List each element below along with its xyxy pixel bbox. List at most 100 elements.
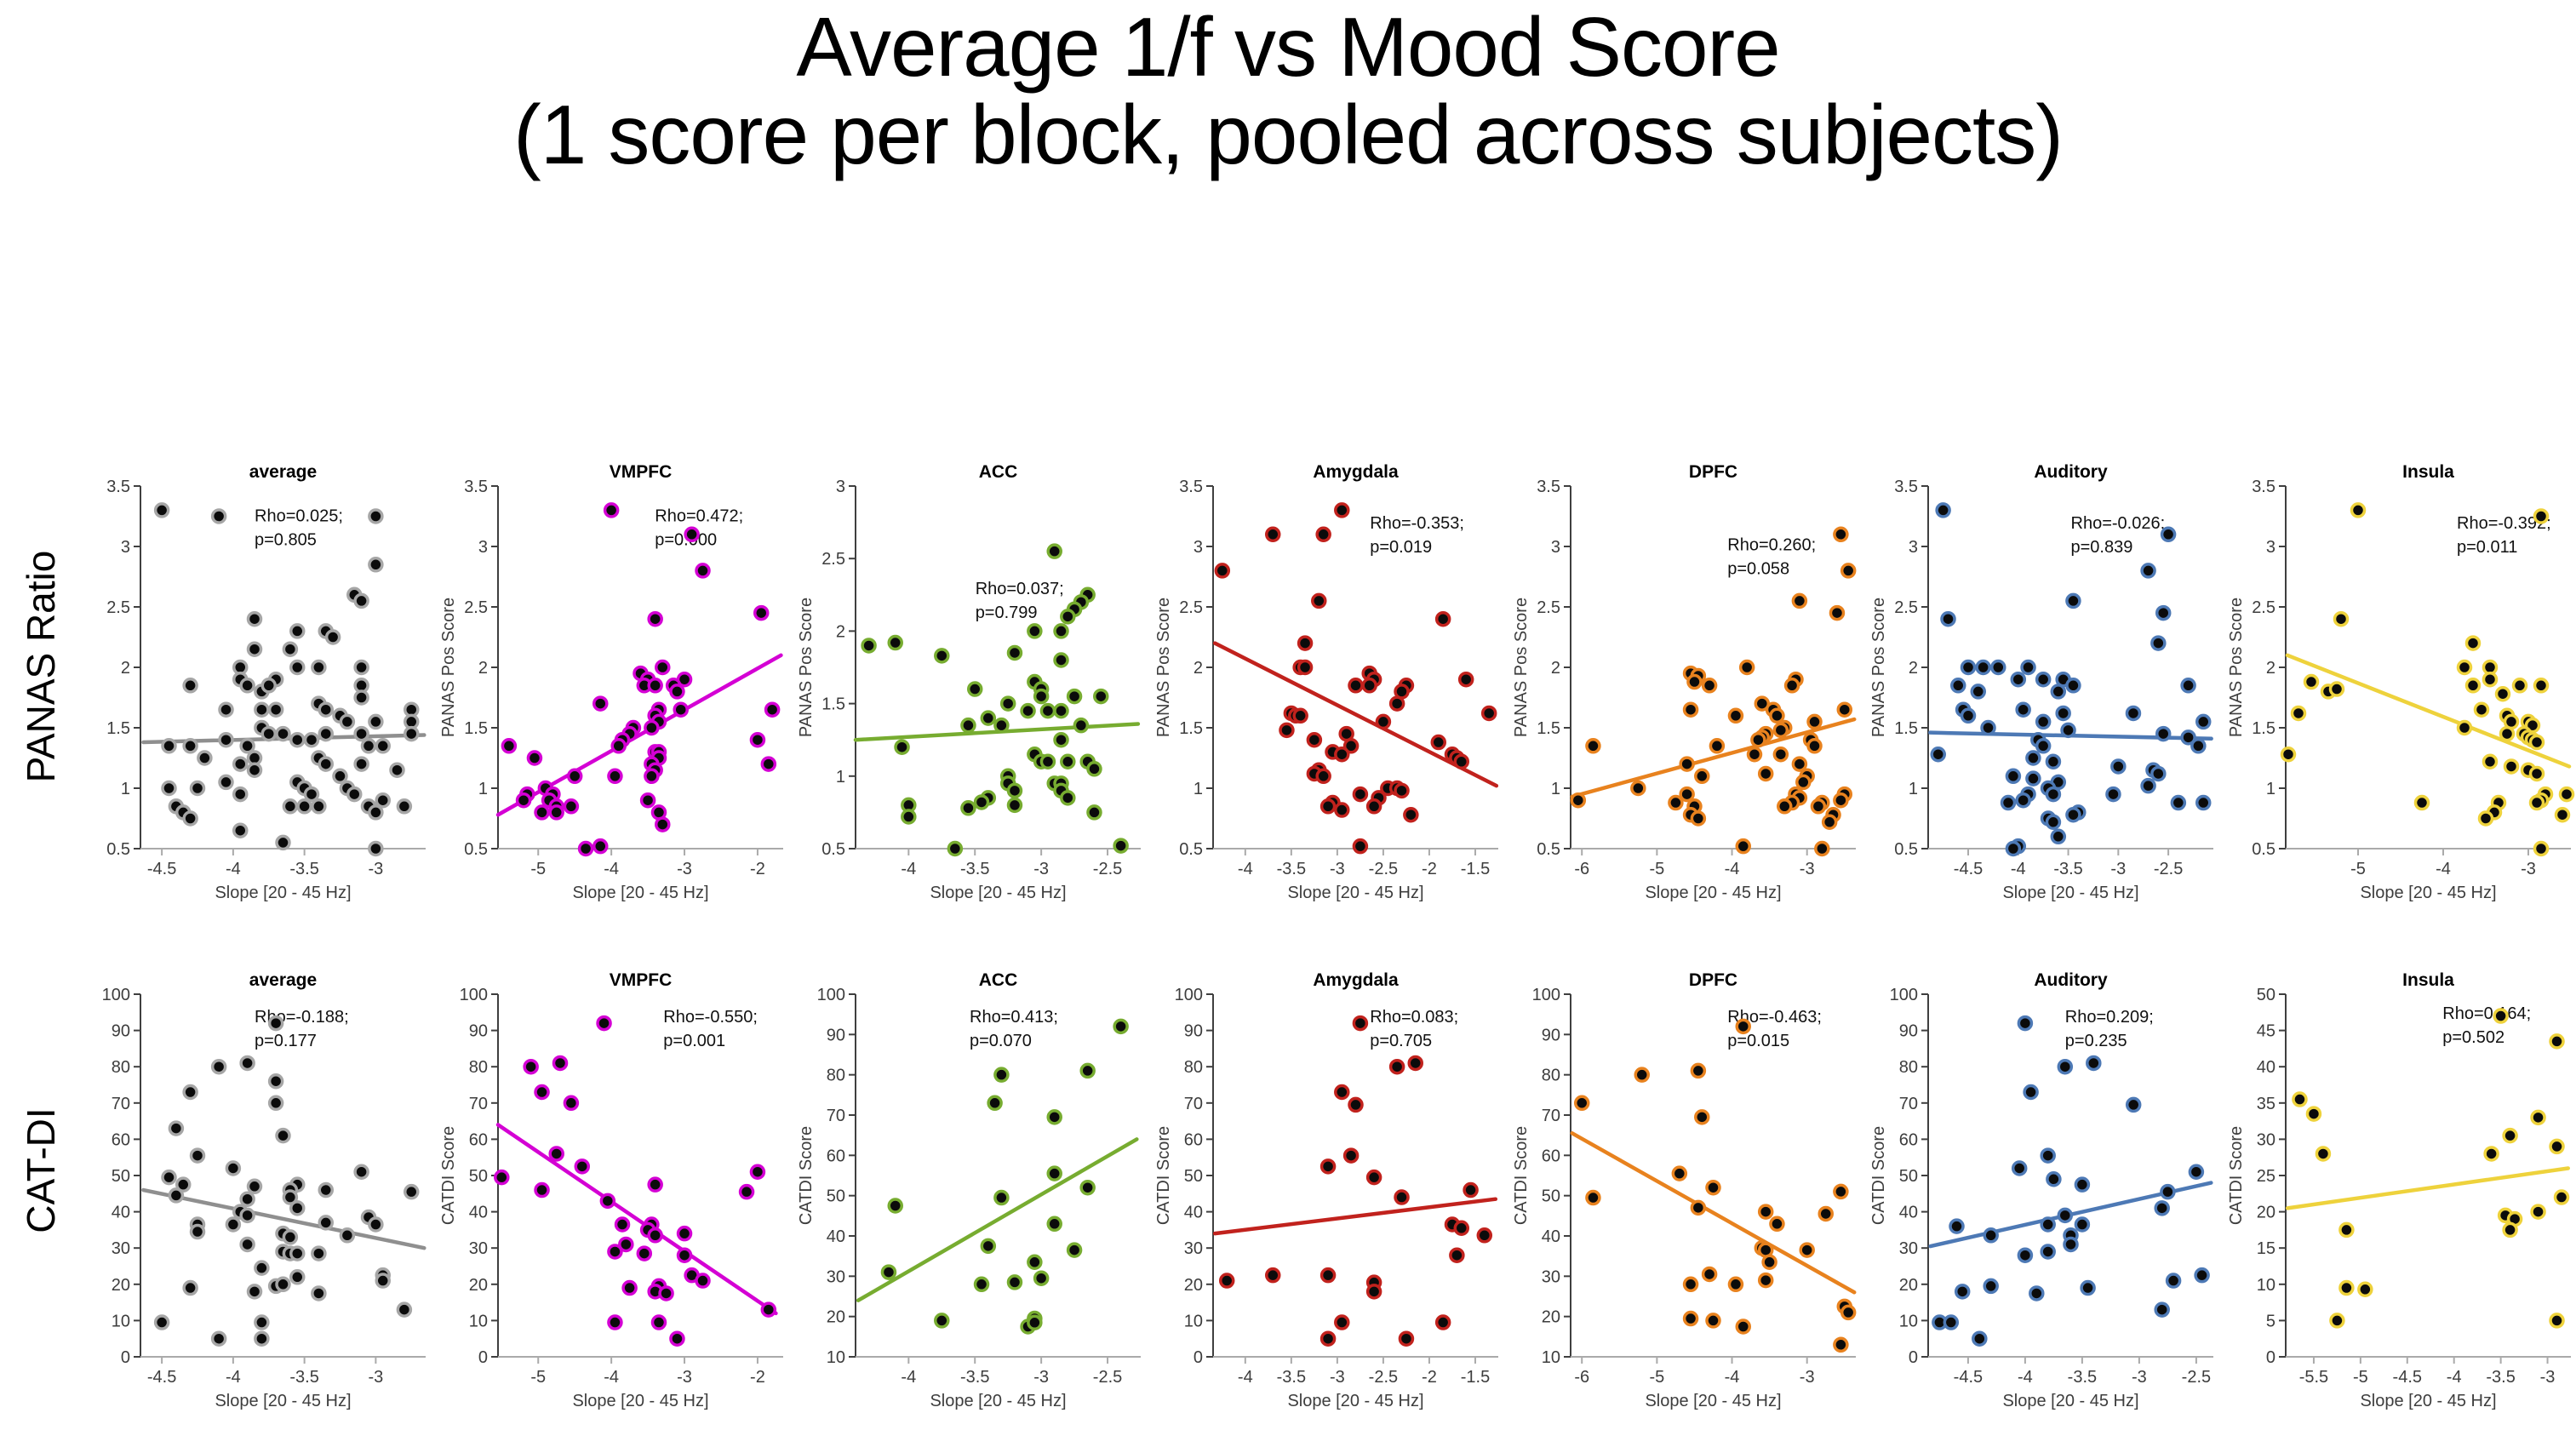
data-point [289, 623, 306, 639]
data-point [1033, 1270, 1050, 1286]
y-tick-label: 50 [1184, 1167, 1203, 1186]
y-axis-label: PANAS Pos Score [2227, 598, 2246, 737]
data-point [360, 738, 377, 754]
data-point [2150, 765, 2167, 782]
y-tick-label: 1.5 [1537, 719, 1560, 738]
data-point [980, 1238, 997, 1255]
data-point [2357, 1281, 2373, 1298]
data-point [1279, 722, 1295, 739]
data-point [189, 1147, 206, 1164]
data-point [574, 1158, 591, 1175]
y-tick-label: 10 [2257, 1276, 2275, 1295]
data-point [353, 592, 369, 609]
data-point [684, 526, 700, 543]
y-tick-label: 1.5 [1179, 719, 1203, 738]
y-tick-label: 2.5 [464, 598, 488, 617]
y-tick-label: 3 [1194, 538, 1203, 557]
x-tick-label: -2 [1422, 860, 1437, 878]
trend-line [1570, 1131, 1857, 1295]
y-tick-label: 100 [1890, 986, 1918, 1004]
data-point [548, 1146, 564, 1162]
data-point [1585, 738, 1601, 754]
data-point [1735, 1319, 1752, 1335]
data-point [2154, 1200, 2170, 1216]
data-point [563, 798, 580, 815]
data-point [2035, 713, 2052, 730]
data-point [254, 701, 270, 718]
data-point [1791, 592, 1808, 609]
data-point [1039, 753, 1056, 770]
data-point [607, 1314, 623, 1330]
rho-annotation: Rho=-0.392; [2457, 514, 2551, 533]
data-point [182, 810, 198, 827]
data-point [2050, 828, 2067, 845]
x-tick-label: -4 [901, 1368, 916, 1387]
x-tick-label: -3 [1330, 1368, 1345, 1387]
data-point [232, 786, 249, 803]
x-tick-label: -4 [2436, 860, 2451, 878]
data-point [1403, 806, 1419, 823]
data-point [1449, 1247, 1465, 1263]
data-point [1006, 1274, 1023, 1290]
data-point [1352, 1015, 1369, 1032]
y-axis-label: PANAS Pos Score [439, 598, 458, 737]
data-point [1365, 1169, 1382, 1186]
data-point [2502, 1127, 2518, 1144]
y-axis-label: PANAS Pos Score [1512, 598, 1531, 737]
data-point [2493, 1008, 2509, 1024]
data-point [1319, 1158, 1337, 1175]
rho-annotation: Rho=-0.026; [2071, 514, 2166, 533]
data-point [260, 678, 277, 694]
data-point [1682, 1276, 1699, 1293]
data-point [1679, 756, 1695, 772]
data-point [1783, 678, 1800, 694]
x-tick-label: -3 [1033, 1368, 1049, 1387]
x-tick-label: -4 [901, 860, 916, 878]
data-point [607, 1244, 623, 1260]
data-point [1342, 738, 1360, 754]
trend-line [141, 1187, 426, 1250]
data-point [760, 1301, 777, 1318]
data-point [1264, 1267, 1281, 1284]
x-axis-label: Slope [20 - 45 Hz] [2002, 1392, 2138, 1410]
data-point [1671, 1165, 1688, 1181]
data-point [1814, 840, 1830, 857]
data-point [1806, 738, 1823, 754]
data-point [2057, 1058, 2074, 1075]
x-tick-label: -4 [604, 1368, 619, 1387]
x-tick-label: -3 [677, 860, 692, 878]
data-point [1434, 610, 1451, 627]
data-point [2080, 1279, 2096, 1296]
data-point [1983, 1278, 1999, 1295]
data-point [1630, 780, 1646, 797]
data-point [289, 1200, 306, 1216]
data-point [318, 725, 334, 742]
data-point [973, 794, 990, 810]
data-point [1334, 1314, 1350, 1330]
subplot-catdi-dpfc: DPFC -6 -5 -4 -3 10 20 30 40 50 60 70 80 90 100 CATDI S… [1503, 970, 1860, 1415]
data-point [2005, 840, 2022, 857]
data-point [2554, 806, 2571, 823]
y-tick-label: 60 [1184, 1130, 1203, 1149]
y-tick-label: 1.5 [1894, 719, 1918, 738]
y-tick-label: 60 [112, 1130, 130, 1149]
x-tick-label: -3 [2521, 860, 2536, 878]
y-tick-label: 2.5 [1894, 598, 1918, 617]
y-tick-label: 90 [827, 1026, 845, 1044]
y-tick-label: 100 [817, 986, 845, 1004]
data-point [289, 659, 306, 676]
trend-line [1212, 1197, 1498, 1236]
y-tick-label: 3.5 [1894, 478, 1918, 496]
data-point [168, 1187, 185, 1204]
data-point [610, 738, 627, 754]
subplot-title: Auditory [2034, 972, 2108, 990]
data-point [2338, 1221, 2355, 1238]
subplot-catdi-vmpfc: VMPFC -5 -4 -3 -2 0 10 20 30 40 50 60 70 80 90 100 CATDI… [430, 970, 787, 1415]
data-point [658, 1285, 674, 1301]
x-tick-label: -6 [1574, 860, 1589, 878]
data-point [673, 701, 689, 718]
data-point [254, 1314, 270, 1330]
data-point [1930, 746, 1947, 763]
plots-row-catdi: average -4.5 -4 -3.5 -3 0 10 20 30 40 50 60 70 80 90 10… [72, 970, 2575, 1415]
p-annotation: p=0.058 [1727, 560, 1789, 579]
